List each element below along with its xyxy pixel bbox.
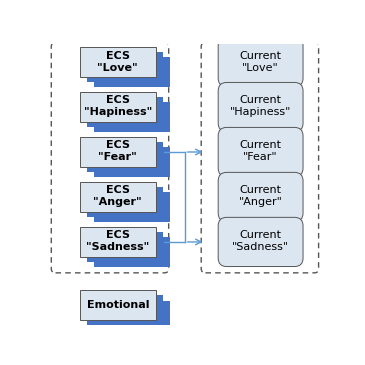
FancyBboxPatch shape bbox=[94, 147, 170, 177]
Text: Emotional: Emotional bbox=[87, 300, 149, 310]
FancyBboxPatch shape bbox=[80, 137, 156, 167]
FancyBboxPatch shape bbox=[94, 103, 170, 132]
FancyBboxPatch shape bbox=[87, 52, 163, 82]
FancyBboxPatch shape bbox=[218, 38, 303, 87]
FancyBboxPatch shape bbox=[87, 187, 163, 217]
FancyBboxPatch shape bbox=[94, 57, 170, 87]
FancyBboxPatch shape bbox=[80, 182, 156, 212]
Text: ECS
"Sadness": ECS "Sadness" bbox=[86, 230, 149, 252]
Text: Current
"Love": Current "Love" bbox=[239, 50, 282, 73]
FancyBboxPatch shape bbox=[94, 237, 170, 267]
Text: ECS
"Anger": ECS "Anger" bbox=[93, 185, 142, 207]
Text: Current
"Fear": Current "Fear" bbox=[239, 141, 282, 162]
FancyBboxPatch shape bbox=[218, 82, 303, 132]
FancyBboxPatch shape bbox=[87, 296, 163, 325]
FancyBboxPatch shape bbox=[218, 217, 303, 266]
FancyBboxPatch shape bbox=[80, 291, 156, 320]
FancyBboxPatch shape bbox=[218, 172, 303, 222]
FancyBboxPatch shape bbox=[80, 47, 156, 77]
Text: ECS
"Fear": ECS "Fear" bbox=[99, 141, 137, 162]
FancyBboxPatch shape bbox=[94, 300, 170, 330]
FancyBboxPatch shape bbox=[87, 142, 163, 172]
Text: ECS
"Love": ECS "Love" bbox=[97, 50, 138, 73]
Text: Current
"Anger": Current "Anger" bbox=[239, 185, 283, 207]
Text: ECS
"Hapiness": ECS "Hapiness" bbox=[84, 96, 152, 118]
FancyBboxPatch shape bbox=[218, 127, 303, 177]
FancyBboxPatch shape bbox=[80, 227, 156, 257]
FancyBboxPatch shape bbox=[87, 97, 163, 127]
FancyBboxPatch shape bbox=[94, 192, 170, 222]
Text: Current
"Sadness": Current "Sadness" bbox=[232, 230, 289, 252]
FancyBboxPatch shape bbox=[80, 92, 156, 122]
Text: Current
"Hapiness": Current "Hapiness" bbox=[230, 96, 291, 118]
FancyBboxPatch shape bbox=[87, 232, 163, 262]
